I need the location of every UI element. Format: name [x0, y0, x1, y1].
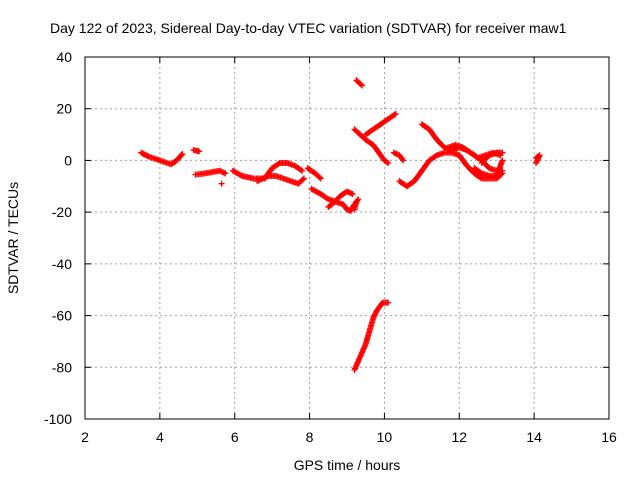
data-point	[392, 110, 399, 117]
data-point	[300, 175, 307, 182]
data-point	[399, 156, 406, 163]
x-tick-label: 8	[306, 429, 314, 445]
data-points	[138, 77, 543, 373]
axis-ticks: 2 4 6 8 10 12 14 16 -100 -80 -60 -40 -20 0 20 40	[44, 49, 617, 445]
x-tick-label: 10	[377, 429, 393, 445]
data-point	[477, 174, 484, 181]
y-tick-label: -20	[52, 204, 72, 220]
data-point	[385, 299, 392, 306]
y-tick-label: 20	[56, 101, 72, 117]
data-point	[499, 149, 506, 156]
x-tick-label: 6	[231, 429, 239, 445]
y-tick-label: -40	[52, 256, 72, 272]
data-point	[349, 191, 356, 198]
x-tick-label: 2	[81, 429, 89, 445]
data-point	[385, 160, 392, 167]
data-point	[299, 176, 306, 183]
data-point	[317, 175, 324, 182]
x-tick-label: 14	[526, 429, 542, 445]
x-tick-label: 4	[156, 429, 164, 445]
data-point	[275, 160, 282, 167]
data-point	[178, 152, 185, 159]
data-point	[499, 157, 506, 164]
data-point	[533, 160, 540, 167]
chart-title: Day 122 of 2023, Sidereal Day-to-day VTE…	[50, 20, 567, 36]
x-tick-label: 16	[601, 429, 617, 445]
y-tick-label: -80	[52, 359, 72, 375]
data-point	[179, 150, 186, 157]
data-point	[218, 180, 225, 187]
data-point	[391, 111, 398, 118]
grid-lines	[85, 57, 609, 419]
data-point	[237, 172, 244, 179]
data-point	[196, 148, 203, 155]
y-axis-label: SDTVAR / TECUs	[5, 182, 21, 294]
x-tick-label: 12	[451, 429, 467, 445]
data-point	[354, 197, 361, 204]
data-point	[383, 159, 390, 166]
data-point	[400, 157, 407, 164]
data-point	[353, 198, 360, 205]
data-point	[358, 82, 365, 89]
data-point	[357, 81, 364, 88]
data-point	[316, 174, 323, 181]
y-tick-label: -60	[52, 308, 72, 324]
x-axis-label: GPS time / hours	[294, 457, 401, 473]
data-point	[297, 166, 304, 173]
data-point	[299, 167, 306, 174]
data-point	[222, 170, 229, 177]
y-tick-label: 0	[64, 152, 72, 168]
y-tick-label: 40	[56, 49, 72, 65]
plot-frame	[84, 56, 610, 420]
y-tick-label: -100	[44, 411, 72, 427]
